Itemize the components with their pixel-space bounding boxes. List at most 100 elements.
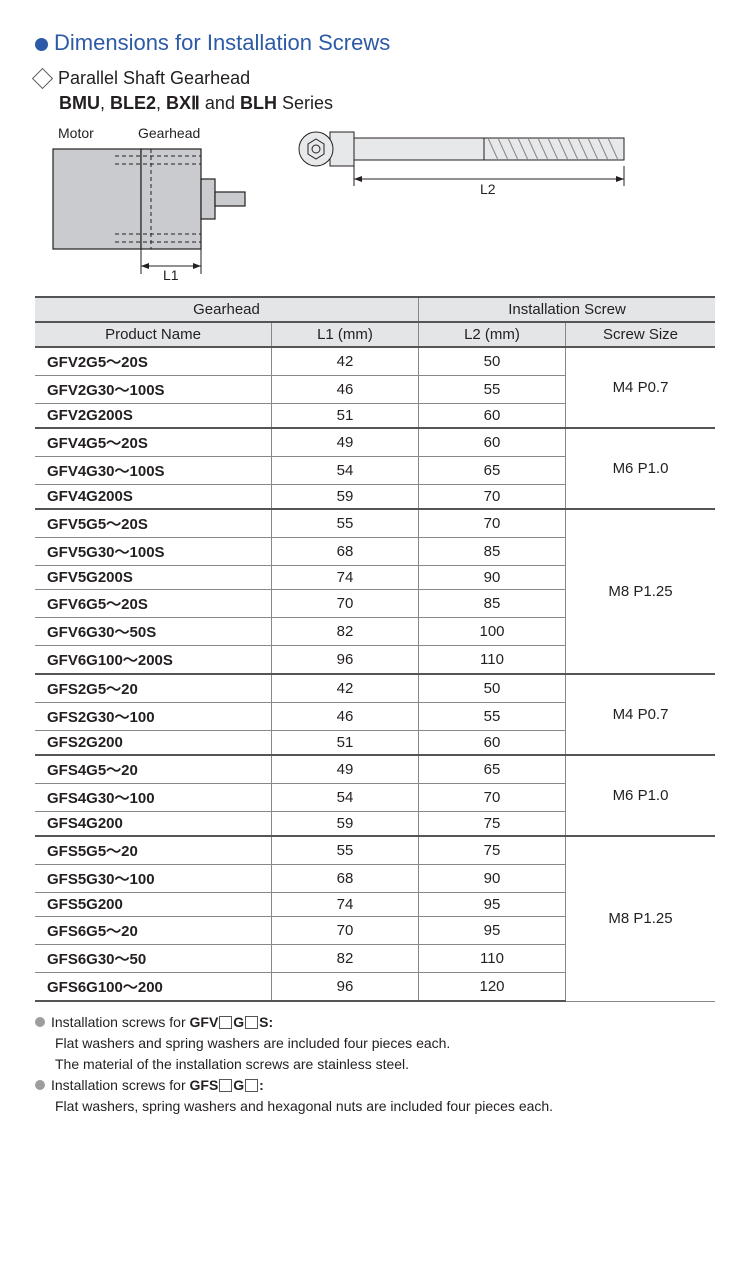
note-bullet-icon — [35, 1017, 45, 1027]
dimensions-table: Gearhead Installation Screw Product Name… — [35, 296, 715, 1002]
section-title: Dimensions for Installation Screws — [35, 30, 712, 56]
note2-suffix: : — [259, 1077, 264, 1093]
l1-value: 49 — [272, 428, 419, 457]
header-screw: Installation Screw — [419, 297, 716, 322]
l1-value: 49 — [272, 755, 419, 784]
l2-value: 75 — [419, 812, 566, 837]
screw-size: M6 P1.0 — [566, 755, 716, 836]
product-name: GFS2G30～100 — [35, 703, 272, 731]
gearhead-label: Gearhead — [138, 125, 200, 141]
header-size: Screw Size — [566, 322, 716, 347]
l2-value: 95 — [419, 893, 566, 917]
product-name: GFS6G30～50 — [35, 945, 272, 973]
product-name: GFV6G5～20S — [35, 590, 272, 618]
placeholder-box-icon — [245, 1079, 258, 1092]
product-name: GFV2G30～100S — [35, 376, 272, 404]
product-name: GFS4G5～20 — [35, 755, 272, 784]
series-line: BMU, BLE2, BXⅡ and BLH Series — [35, 93, 712, 114]
l2-value: 50 — [419, 674, 566, 703]
screw-diagram: L2 — [298, 124, 658, 214]
l2-value: 60 — [419, 428, 566, 457]
l1-value: 46 — [272, 703, 419, 731]
product-name: GFV6G30～50S — [35, 618, 272, 646]
l1-value: 54 — [272, 784, 419, 812]
note1-line2: Flat washers and spring washers are incl… — [35, 1033, 712, 1054]
l1-value: 59 — [272, 812, 419, 837]
product-name: GFV4G30～100S — [35, 457, 272, 485]
l2-value: 85 — [419, 538, 566, 566]
screw-size: M8 P1.25 — [566, 509, 716, 674]
product-name: GFV5G30～100S — [35, 538, 272, 566]
product-name: GFV4G200S — [35, 485, 272, 510]
note1-line3: The material of the installation screws … — [35, 1054, 712, 1075]
l2-value: 60 — [419, 404, 566, 429]
l1-value: 96 — [272, 973, 419, 1002]
screw-size: M8 P1.25 — [566, 836, 716, 1001]
note2-p1: GFS — [190, 1077, 219, 1093]
product-name: GFV5G200S — [35, 566, 272, 590]
l1-value: 74 — [272, 893, 419, 917]
product-name: GFS2G5～20 — [35, 674, 272, 703]
product-name: GFV2G200S — [35, 404, 272, 429]
placeholder-box-icon — [219, 1079, 232, 1092]
product-name: GFS4G200 — [35, 812, 272, 837]
product-name: GFV4G5～20S — [35, 428, 272, 457]
l2-value: 70 — [419, 485, 566, 510]
series-b1: BMU — [59, 93, 100, 113]
product-name: GFS6G100～200 — [35, 973, 272, 1002]
l2-value: 120 — [419, 973, 566, 1002]
product-name: GFS6G5～20 — [35, 917, 272, 945]
l1-label: L1 — [163, 267, 179, 283]
subsection: Parallel Shaft Gearhead — [35, 68, 712, 89]
notes: Installation screws for GFVGS: Flat wash… — [35, 1012, 712, 1117]
l2-value: 95 — [419, 917, 566, 945]
l1-value: 46 — [272, 376, 419, 404]
l1-value: 55 — [272, 836, 419, 865]
l2-value: 110 — [419, 945, 566, 973]
l1-value: 74 — [272, 566, 419, 590]
header-product: Product Name — [35, 322, 272, 347]
diagrams: Motor Gearhead L1 — [35, 124, 712, 284]
series-b3: BXⅡ — [166, 93, 200, 113]
header-gearhead: Gearhead — [35, 297, 419, 322]
l1-value: 70 — [272, 590, 419, 618]
header-l2: L2 (mm) — [419, 322, 566, 347]
note-bullet-icon — [35, 1080, 45, 1090]
diamond-icon — [32, 68, 53, 89]
l1-value: 55 — [272, 509, 419, 538]
placeholder-box-icon — [219, 1016, 232, 1029]
screw-size: M4 P0.7 — [566, 347, 716, 428]
screw-size: M6 P1.0 — [566, 428, 716, 509]
l2-label: L2 — [480, 181, 496, 197]
l2-value: 70 — [419, 509, 566, 538]
motor-label: Motor — [58, 125, 94, 141]
note2-line2: Flat washers, spring washers and hexagon… — [35, 1096, 712, 1117]
l1-value: 68 — [272, 538, 419, 566]
l1-value: 82 — [272, 618, 419, 646]
subsection-text: Parallel Shaft Gearhead — [58, 68, 250, 88]
note1-prefix: Installation screws for — [51, 1014, 190, 1030]
product-name: GFS2G200 — [35, 731, 272, 756]
screw-size: M4 P0.7 — [566, 674, 716, 755]
product-name: GFV6G100～200S — [35, 646, 272, 675]
series-b2: BLE2 — [110, 93, 156, 113]
product-name: GFS5G30～100 — [35, 865, 272, 893]
l1-value: 54 — [272, 457, 419, 485]
title-text: Dimensions for Installation Screws — [54, 30, 390, 55]
placeholder-box-icon — [245, 1016, 258, 1029]
product-name: GFS5G5～20 — [35, 836, 272, 865]
note1-p1: GFV — [190, 1014, 219, 1030]
l2-value: 110 — [419, 646, 566, 675]
l2-value: 70 — [419, 784, 566, 812]
l2-value: 90 — [419, 566, 566, 590]
l2-value: 50 — [419, 347, 566, 376]
l1-value: 96 — [272, 646, 419, 675]
l2-value: 90 — [419, 865, 566, 893]
note2-prefix: Installation screws for — [51, 1077, 190, 1093]
l2-value: 100 — [419, 618, 566, 646]
motor-gearhead-diagram: Motor Gearhead L1 — [43, 124, 268, 284]
l2-value: 85 — [419, 590, 566, 618]
l2-value: 55 — [419, 703, 566, 731]
series-b4: BLH — [240, 93, 277, 113]
note1-mid: G — [233, 1014, 244, 1030]
